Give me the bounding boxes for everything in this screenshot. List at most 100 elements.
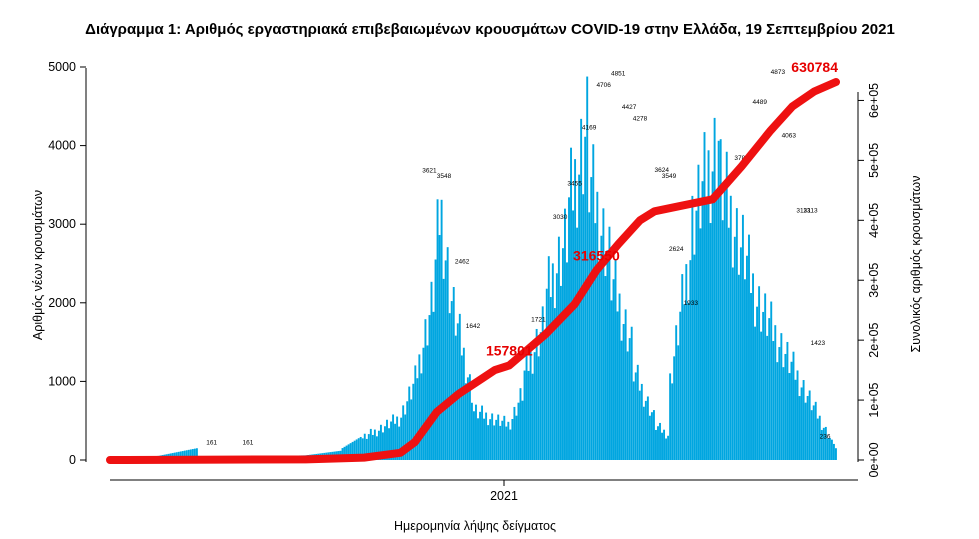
daily-bar bbox=[737, 274, 740, 460]
daily-bar bbox=[802, 380, 805, 460]
daily-bar bbox=[741, 214, 744, 460]
daily-bar bbox=[531, 373, 534, 460]
daily-bar bbox=[379, 424, 382, 460]
y-right-tick-label: 6e+05 bbox=[867, 83, 881, 118]
daily-bar bbox=[816, 418, 819, 460]
daily-bar bbox=[440, 199, 443, 460]
daily-bar bbox=[501, 420, 504, 460]
daily-bar bbox=[778, 347, 781, 460]
daily-bar bbox=[541, 306, 544, 460]
daily-bar bbox=[341, 448, 344, 460]
daily-bar bbox=[681, 274, 684, 460]
daily-bar bbox=[384, 426, 386, 460]
daily-bar bbox=[369, 428, 372, 460]
daily-bar bbox=[187, 449, 190, 460]
daily-bar bbox=[193, 448, 196, 460]
bar-value-label: 4706 bbox=[596, 82, 611, 89]
daily-bar bbox=[618, 293, 621, 460]
y-tick-label: 5000 bbox=[48, 60, 76, 74]
bar-value-label: 161 bbox=[243, 439, 254, 446]
bar-value-label: 1642 bbox=[466, 323, 481, 330]
daily-bar bbox=[481, 405, 484, 460]
daily-bar bbox=[533, 352, 536, 460]
y-tick-label: 4000 bbox=[48, 139, 76, 153]
daily-bar bbox=[727, 227, 730, 460]
daily-bar bbox=[430, 281, 433, 460]
daily-bar bbox=[479, 411, 481, 460]
daily-bar bbox=[349, 443, 352, 460]
bar-value-label: 4427 bbox=[622, 104, 637, 111]
daily-bar bbox=[470, 402, 473, 460]
daily-bar bbox=[667, 435, 670, 460]
daily-bar bbox=[464, 383, 467, 460]
daily-bar bbox=[642, 406, 645, 460]
daily-bar bbox=[794, 379, 797, 460]
daily-bar bbox=[574, 159, 577, 460]
daily-bar bbox=[679, 311, 682, 460]
daily-bar bbox=[363, 433, 366, 460]
bar-value-label: 3113 bbox=[804, 207, 818, 214]
daily-bar bbox=[703, 132, 706, 460]
daily-bar bbox=[495, 419, 498, 460]
daily-bar bbox=[709, 223, 712, 460]
daily-bar bbox=[519, 388, 522, 460]
daily-bar bbox=[644, 400, 647, 460]
daily-bar bbox=[687, 302, 690, 460]
daily-bar bbox=[756, 306, 759, 460]
daily-bar bbox=[772, 341, 775, 460]
daily-bar bbox=[598, 265, 601, 460]
y-right-tick-label: 2e+05 bbox=[867, 323, 881, 358]
daily-bar bbox=[735, 208, 738, 460]
daily-bar bbox=[830, 439, 833, 460]
daily-bar bbox=[655, 429, 657, 460]
daily-bar bbox=[487, 425, 490, 460]
daily-bar bbox=[693, 254, 696, 460]
daily-bar bbox=[808, 390, 811, 460]
daily-bar bbox=[507, 421, 510, 460]
daily-bar bbox=[743, 279, 746, 460]
daily-bar bbox=[652, 410, 655, 460]
daily-bar bbox=[788, 373, 791, 460]
bar-value-label: 3030 bbox=[553, 214, 568, 221]
daily-bar bbox=[614, 260, 617, 460]
daily-bar bbox=[181, 451, 184, 460]
daily-bar bbox=[382, 432, 384, 460]
daily-bar bbox=[729, 195, 732, 460]
daily-bar bbox=[537, 356, 540, 460]
daily-bar bbox=[814, 401, 817, 460]
daily-bar bbox=[596, 191, 599, 461]
daily-bar bbox=[717, 140, 720, 460]
bar-value-label: 1721 bbox=[531, 317, 546, 324]
daily-bar bbox=[604, 276, 607, 460]
daily-bar bbox=[189, 449, 192, 460]
daily-bar bbox=[810, 410, 813, 460]
daily-bar bbox=[707, 150, 710, 460]
daily-bar bbox=[414, 365, 417, 460]
daily-bar bbox=[400, 417, 403, 460]
daily-bar bbox=[750, 292, 752, 460]
bar-value-label: 1423 bbox=[811, 340, 826, 347]
daily-bar bbox=[675, 325, 678, 460]
daily-bar bbox=[394, 423, 397, 460]
daily-bar bbox=[436, 199, 439, 460]
y-axis-label-left: Αριθμός νέων κρουσμάτων bbox=[31, 190, 45, 340]
daily-bar bbox=[689, 260, 692, 460]
daily-bar bbox=[543, 337, 546, 460]
daily-bar bbox=[355, 439, 358, 460]
daily-bar bbox=[468, 374, 471, 460]
daily-bar bbox=[416, 378, 419, 460]
daily-bar bbox=[792, 351, 795, 460]
bar-value-label: 3455 bbox=[567, 180, 582, 187]
daily-bar bbox=[782, 367, 785, 460]
daily-bar bbox=[748, 234, 750, 460]
daily-bar bbox=[804, 402, 807, 460]
daily-bar bbox=[475, 404, 477, 460]
daily-bar bbox=[547, 256, 550, 460]
daily-bar bbox=[752, 273, 754, 460]
daily-bar bbox=[766, 335, 769, 460]
daily-bar bbox=[517, 402, 520, 460]
daily-bar bbox=[183, 450, 186, 460]
daily-bar bbox=[616, 311, 619, 460]
daily-bar bbox=[568, 197, 570, 461]
daily-bar bbox=[768, 318, 771, 460]
